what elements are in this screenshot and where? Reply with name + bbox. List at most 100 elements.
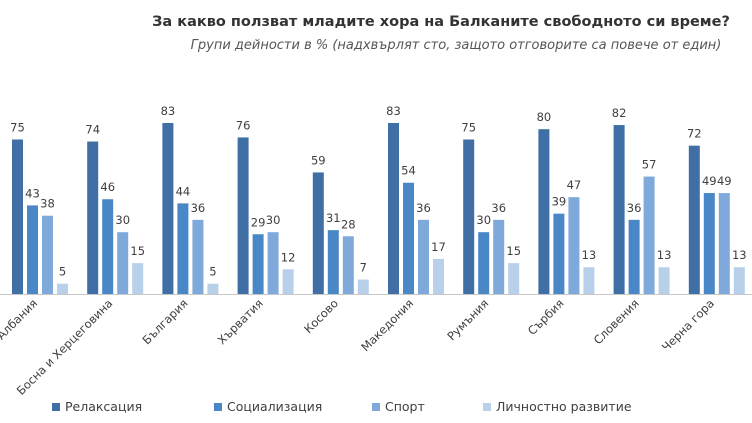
bar-4-4 [282, 269, 294, 294]
bar-3-9 [643, 176, 655, 294]
data-label: 30 [476, 213, 491, 227]
data-label: 5 [59, 265, 66, 279]
bar-3-6 [418, 219, 429, 294]
data-label: 74 [85, 123, 100, 137]
data-label: 28 [341, 217, 356, 231]
bar-1-8 [538, 129, 550, 294]
bar-3-7 [493, 219, 505, 294]
bar-3-10 [718, 193, 730, 294]
bar-1-6 [388, 123, 399, 294]
bar-3-2 [117, 232, 129, 294]
data-label: 80 [537, 110, 552, 124]
bar-3-5 [342, 236, 354, 294]
bar-1-10 [688, 145, 700, 294]
category-label: Румъния [444, 296, 491, 343]
data-label: 30 [266, 213, 281, 227]
data-label: 75 [10, 120, 25, 134]
data-label: 72 [687, 127, 702, 141]
bar-3-3 [192, 219, 204, 294]
bar-2-5 [327, 230, 339, 294]
bar-1-3 [162, 123, 174, 294]
bar-4-8 [583, 267, 595, 294]
bar-2-8 [553, 213, 565, 294]
bar-1-7 [463, 139, 475, 294]
data-label: 76 [236, 118, 251, 132]
data-label: 75 [461, 120, 476, 134]
data-label: 47 [567, 178, 582, 192]
bar-1-5 [312, 172, 324, 294]
data-label: 83 [161, 104, 176, 118]
legend-swatch [372, 403, 380, 411]
data-label: 82 [612, 106, 627, 120]
data-label: 46 [100, 180, 115, 194]
data-label: 36 [416, 201, 431, 215]
data-label: 13 [582, 248, 597, 262]
legend-swatch [214, 403, 222, 411]
bar-1-1 [12, 139, 23, 294]
legend-label: Релаксация [65, 399, 142, 414]
bar-2-10 [703, 193, 715, 294]
data-label: 15 [130, 244, 145, 258]
bar-2-7 [478, 232, 490, 294]
data-label: 13 [732, 248, 747, 262]
bar-2-9 [628, 219, 640, 294]
data-label: 44 [176, 184, 191, 198]
data-label: 17 [431, 240, 446, 254]
data-label: 13 [657, 248, 672, 262]
legend-label: Социализация [227, 399, 322, 414]
data-label: 12 [281, 250, 296, 264]
data-label: 30 [115, 213, 130, 227]
bar-2-2 [102, 199, 114, 294]
data-label: 29 [251, 215, 266, 229]
category-label: Албания [0, 296, 40, 342]
bar-3-1 [42, 215, 53, 294]
bar-1-2 [87, 141, 99, 294]
data-label: 43 [25, 186, 40, 200]
data-label: 36 [491, 201, 506, 215]
bar-2-4 [252, 234, 264, 294]
bar-4-2 [132, 263, 144, 294]
bar-4-6 [433, 258, 444, 294]
legend-label: Спорт [385, 399, 425, 414]
data-label: 49 [717, 174, 732, 188]
data-label: 49 [702, 174, 717, 188]
bar-2-1 [27, 205, 38, 294]
data-label: 7 [360, 261, 367, 275]
category-label: България [139, 296, 190, 347]
data-label: 38 [40, 197, 55, 211]
chart-subtitle: Групи дейности в % (надхвърлят сто, защо… [190, 38, 722, 53]
bar-1-9 [613, 125, 625, 294]
category-label: Хърватия [215, 296, 266, 347]
bar-3-4 [267, 232, 279, 294]
bar-4-5 [357, 279, 369, 294]
legend-swatch [483, 403, 491, 411]
data-label: 59 [311, 153, 326, 167]
bar-4-9 [658, 267, 670, 294]
bar-3-8 [568, 197, 580, 294]
category-label: Сърбия [525, 296, 567, 338]
bar-2-6 [403, 182, 414, 294]
data-label: 15 [506, 244, 521, 258]
data-label: 36 [191, 201, 206, 215]
data-label: 54 [401, 164, 416, 178]
bar-4-7 [508, 263, 520, 294]
bar-4-1 [57, 283, 68, 294]
chart-title: За какво ползват младите хора на Балкани… [152, 14, 730, 30]
data-label: 39 [552, 195, 567, 209]
bar-4-3 [207, 283, 219, 294]
category-label: Косово [301, 296, 341, 336]
data-label: 83 [386, 104, 401, 118]
legend-label: Личностно развитие [496, 399, 632, 414]
data-label: 36 [627, 201, 642, 215]
data-label: 57 [642, 158, 657, 172]
bar-2-3 [177, 203, 189, 294]
category-label: Черна гора [659, 296, 717, 354]
category-label: Македония [358, 296, 416, 354]
bar-1-4 [237, 137, 249, 294]
legend-swatch [52, 403, 60, 411]
category-label: Словения [591, 296, 642, 347]
data-label: 5 [209, 265, 216, 279]
data-label: 31 [326, 211, 341, 225]
bar-4-10 [733, 267, 745, 294]
